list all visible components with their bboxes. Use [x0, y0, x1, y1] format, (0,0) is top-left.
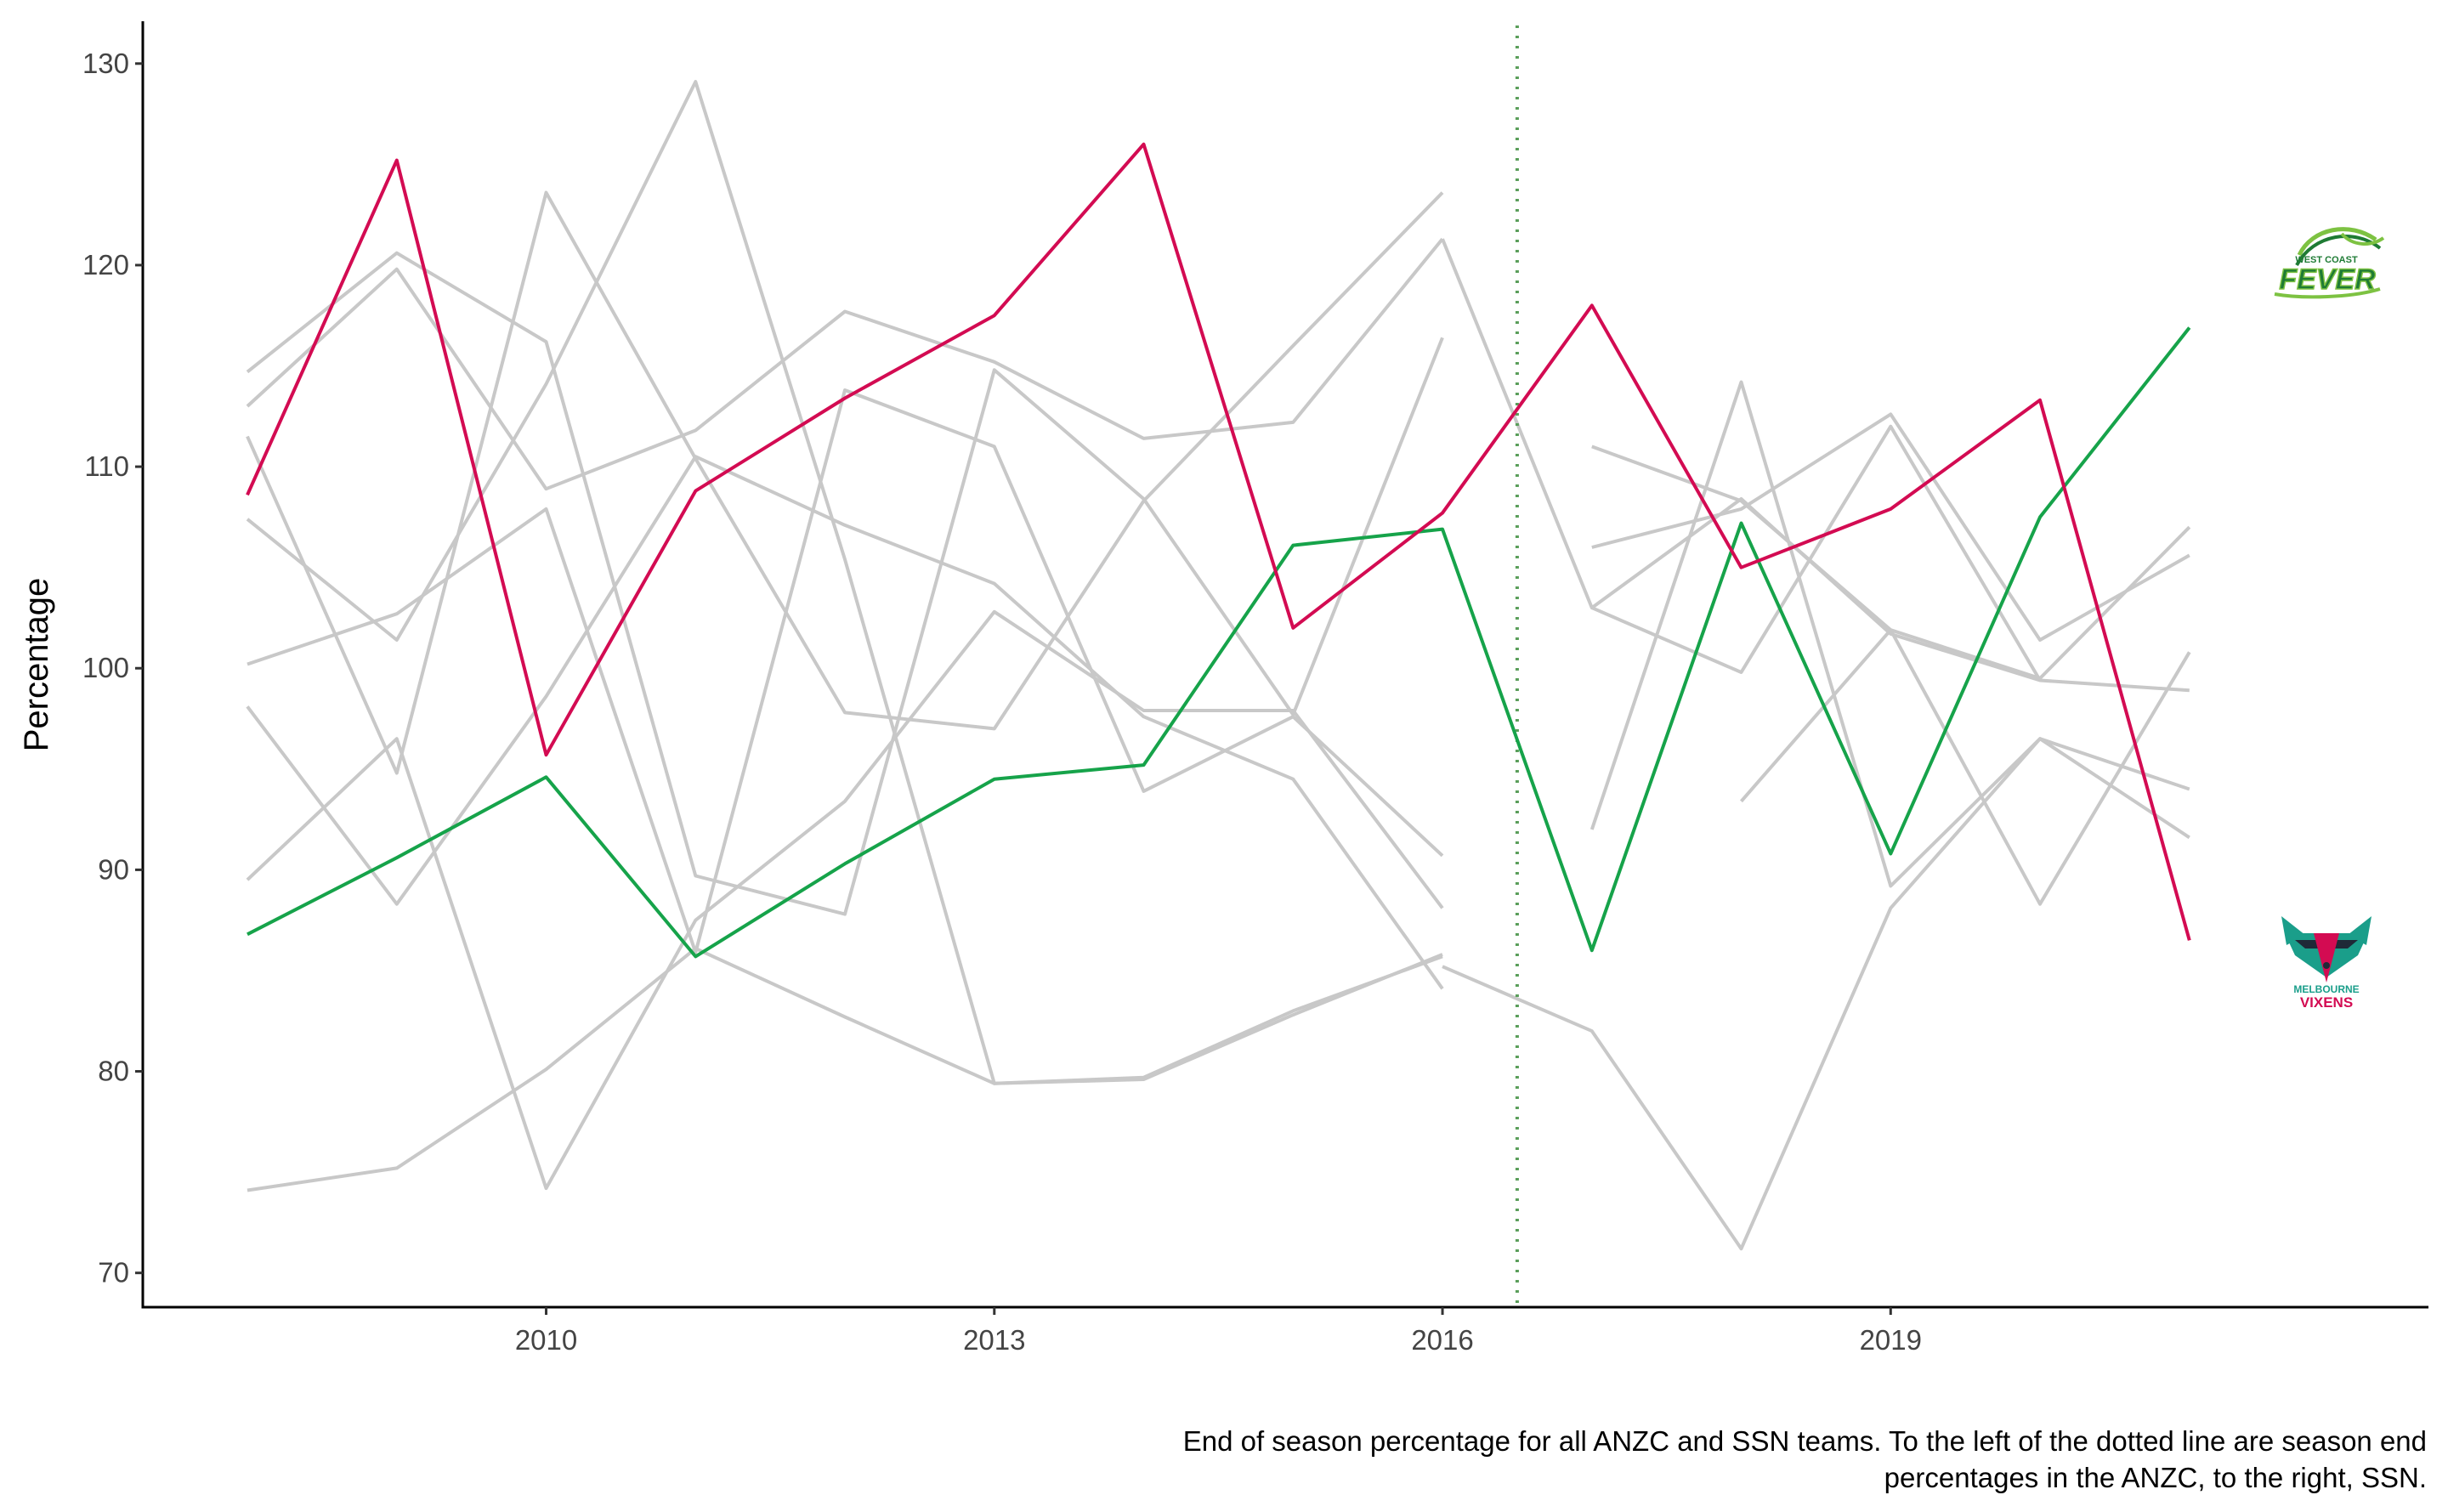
y-tick-label: 110 — [84, 450, 129, 482]
fox-nose — [2323, 962, 2330, 969]
x-tick-label: 2010 — [515, 1324, 577, 1356]
melbourne-vixens-fox-logo-icon: MELBOURNE VIXENS — [2281, 916, 2372, 1011]
axes — [141, 21, 2428, 1309]
fever-swoosh — [2297, 227, 2377, 257]
background-series-line-12 — [1590, 380, 2190, 888]
fever-logo-small-text: WEST COAST — [2295, 255, 2358, 265]
vixens-logo-small-text: MELBOURNE — [2293, 983, 2359, 995]
background-series-line-2 — [246, 237, 1444, 491]
fever-swoosh — [2274, 287, 2381, 299]
background-series-line-14 — [1739, 628, 2191, 906]
x-tick-label: 2019 — [1860, 1324, 1922, 1356]
tick-group: 70 80 90 100 110 120 130 2010 2013 2016 2019 — [82, 48, 1922, 1356]
y-tick-label: 130 — [82, 48, 129, 79]
background-series-line-7 — [246, 609, 1444, 1191]
background-series-line-9 — [1441, 238, 2190, 693]
background-series-line-4 — [246, 80, 1443, 1085]
fever-swoosh — [2340, 232, 2385, 246]
background-series-line-6 — [246, 455, 1444, 990]
plot-lines — [246, 25, 2191, 1307]
fox-snout — [2314, 933, 2339, 983]
west-coast-fever-logo-icon: WEST COAST FEVER — [2274, 227, 2385, 299]
vixens-series-line — [246, 142, 2191, 941]
background-series-line-15 — [1591, 424, 2042, 682]
background-series-line-13 — [1442, 737, 2190, 1251]
vixens-logo-big-text: VIXENS — [2300, 994, 2353, 1011]
background-series-line-1 — [246, 251, 1444, 916]
y-tick-label: 70 — [98, 1257, 129, 1288]
fever-series-line — [246, 326, 2191, 959]
x-tick-label: 2013 — [963, 1324, 1025, 1356]
background-series-line-8 — [246, 946, 1443, 1192]
y-tick-label: 100 — [82, 652, 129, 683]
fever-logo-big-text: FEVER — [2279, 263, 2376, 296]
background-series-line-5 — [246, 388, 1444, 954]
background-series-line-11 — [1591, 412, 2190, 642]
x-tick-label: 2016 — [1411, 1324, 1473, 1356]
y-axis-title: Percentage — [18, 578, 55, 752]
y-tick-label: 90 — [98, 853, 129, 885]
y-tick-label: 80 — [98, 1056, 129, 1087]
caption-line-2: percentages in the ANZC, to the right, S… — [1884, 1462, 2427, 1493]
caption-line-1: End of season percentage for all ANZC an… — [1183, 1425, 2427, 1457]
y-tick-label: 120 — [82, 249, 129, 280]
